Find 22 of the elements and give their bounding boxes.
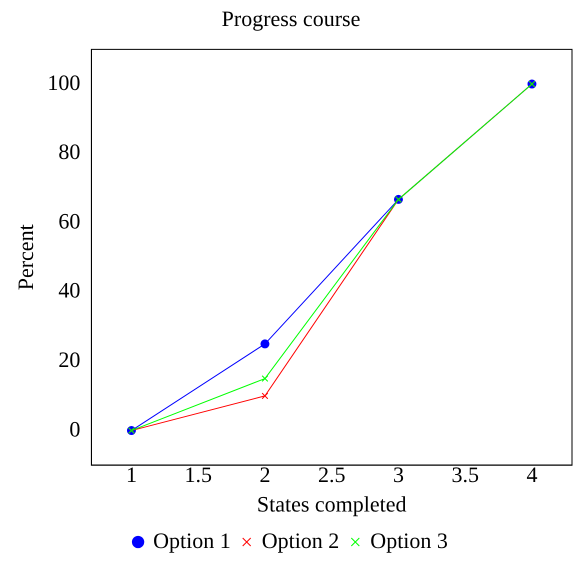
x-tick-label: 3.5: [451, 462, 479, 488]
x-tick-label: 4: [526, 462, 538, 488]
y-tick-label: 40: [58, 278, 80, 303]
point: [262, 375, 268, 382]
x-tick-label: 2.5: [318, 462, 346, 488]
legend-label: Option 2: [262, 528, 340, 553]
y-tick-label: 20: [58, 347, 80, 372]
x-tick-label: 2: [259, 462, 270, 488]
x-tick-label: 3: [392, 462, 404, 488]
legend-label: Option 3: [370, 528, 448, 553]
x-tick-label: 1.5: [184, 462, 212, 488]
x-axis-title: States completed: [256, 492, 407, 517]
y-tick-label: 0: [69, 416, 80, 442]
y-tick-label: 80: [58, 139, 80, 164]
y-tick-label: 100: [47, 70, 80, 95]
y-tick-label: 60: [58, 208, 80, 234]
y-axis-title: Percent: [12, 224, 38, 290]
point: [262, 392, 268, 400]
point: [260, 339, 270, 348]
chart-title: Progress course: [222, 6, 360, 31]
x-tick-label: 1: [126, 462, 137, 488]
legend-label: Option 1: [153, 528, 231, 553]
